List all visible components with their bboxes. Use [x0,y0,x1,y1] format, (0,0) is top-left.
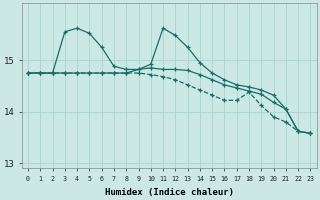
X-axis label: Humidex (Indice chaleur): Humidex (Indice chaleur) [105,188,234,197]
